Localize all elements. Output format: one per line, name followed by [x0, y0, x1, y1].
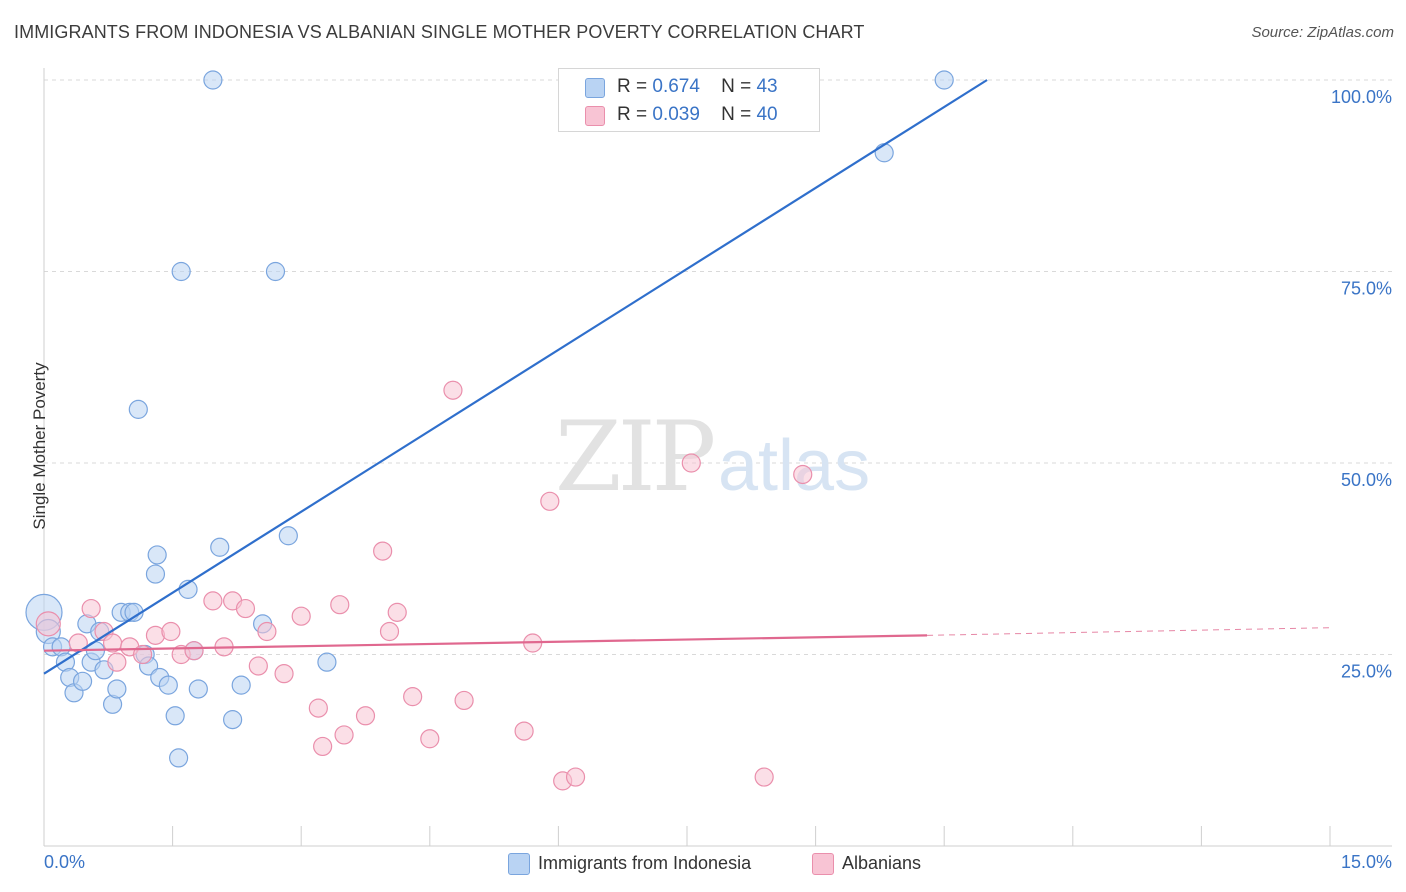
- y-tick-label: 25.0%: [1341, 662, 1392, 682]
- data-point: [72, 671, 93, 691]
- data-point: [317, 652, 337, 672]
- r-value: 0.674: [652, 76, 700, 97]
- data-point: [313, 736, 333, 757]
- r-value: 0.039: [652, 104, 700, 125]
- bottom-legend-swatch-pink: [812, 853, 834, 875]
- data-point: [793, 464, 813, 485]
- data-point: [81, 598, 101, 619]
- x-tick-label-min: 0.0%: [44, 852, 86, 872]
- source-label: Source: ZipAtlas.com: [1251, 24, 1394, 41]
- data-point: [443, 380, 463, 400]
- data-point: [565, 767, 586, 787]
- y-tick-labels: 25.0% 50.0% 75.0% 100.0%: [1331, 87, 1392, 682]
- data-point: [35, 611, 61, 637]
- legend-row-albanians: R = 0.039 N = 40: [559, 101, 819, 129]
- chart-title: IMMIGRANTS FROM INDONESIA VS ALBANIAN SI…: [14, 22, 865, 42]
- data-point: [203, 70, 223, 90]
- bottom-legend-label-indonesia: Immigrants from Indonesia: [538, 853, 752, 873]
- bottom-legend-label-albanians: Albanians: [842, 853, 922, 873]
- trend-lines: [43, 79, 1331, 675]
- data-point: [128, 399, 148, 419]
- data-point: [379, 621, 400, 642]
- data-point: [274, 664, 294, 684]
- series-albanians-points: [35, 380, 813, 791]
- legend-text-indonesia: R = 0.674 N = 43: [617, 76, 778, 98]
- n-value: 43: [756, 76, 778, 97]
- r-label: R =: [617, 104, 648, 125]
- n-label: N =: [721, 104, 752, 125]
- data-point: [203, 591, 223, 611]
- trend-line-albanians-extension: [927, 627, 1331, 636]
- data-point: [223, 710, 243, 730]
- x-tick-label-max: 15.0%: [1340, 852, 1392, 872]
- watermark: ZIP atlas: [555, 401, 870, 513]
- data-point: [291, 606, 311, 626]
- y-tick-label: 100.0%: [1331, 87, 1392, 107]
- legend-swatch-blue: [585, 78, 605, 98]
- data-point: [147, 545, 167, 565]
- trend-line-indonesia: [43, 79, 988, 675]
- data-point: [278, 526, 298, 546]
- n-label: N =: [721, 76, 752, 97]
- axes: [43, 68, 1392, 847]
- data-point: [107, 679, 127, 699]
- data-point: [681, 453, 701, 473]
- data-point: [514, 721, 534, 741]
- data-point: [934, 70, 954, 90]
- grid-lines: [44, 79, 1392, 655]
- data-point: [210, 537, 230, 557]
- bottom-legend-swatch-blue: [508, 853, 530, 875]
- data-point: [403, 687, 423, 707]
- data-point: [330, 595, 350, 615]
- data-point: [308, 698, 328, 718]
- data-point: [107, 652, 127, 672]
- data-point: [184, 641, 204, 661]
- series-indonesia-points: [25, 70, 954, 768]
- y-tick-label: 75.0%: [1341, 279, 1392, 299]
- n-value: 40: [756, 104, 778, 125]
- data-point: [265, 261, 286, 282]
- data-point: [754, 767, 774, 787]
- y-axis-label: Single Mother Poverty: [30, 362, 49, 530]
- data-point: [257, 621, 277, 642]
- trend-line-albanians: [43, 634, 928, 652]
- data-point: [248, 656, 268, 676]
- data-point: [420, 729, 440, 749]
- data-point: [145, 564, 166, 584]
- legend-text-albanians: R = 0.039 N = 40: [617, 104, 778, 126]
- data-point: [158, 675, 178, 695]
- watermark-atlas: atlas: [718, 426, 870, 506]
- data-point: [165, 706, 185, 726]
- y-tick-label: 50.0%: [1341, 470, 1392, 490]
- legend-swatch-pink: [585, 106, 605, 126]
- data-point: [874, 143, 894, 163]
- data-point: [540, 491, 560, 511]
- data-point: [171, 261, 191, 282]
- data-point: [161, 621, 181, 642]
- legend-box: R = 0.674 N = 43 R = 0.039 N = 40: [558, 68, 820, 132]
- data-point: [235, 598, 256, 619]
- data-point: [334, 725, 354, 745]
- data-point: [373, 541, 393, 561]
- data-point: [231, 675, 251, 695]
- data-point: [454, 690, 474, 711]
- data-point: [169, 748, 189, 768]
- r-label: R =: [617, 76, 648, 97]
- data-point: [188, 679, 208, 699]
- legend-row-indonesia: R = 0.674 N = 43: [559, 73, 819, 101]
- data-point: [355, 706, 376, 726]
- data-point: [387, 602, 407, 622]
